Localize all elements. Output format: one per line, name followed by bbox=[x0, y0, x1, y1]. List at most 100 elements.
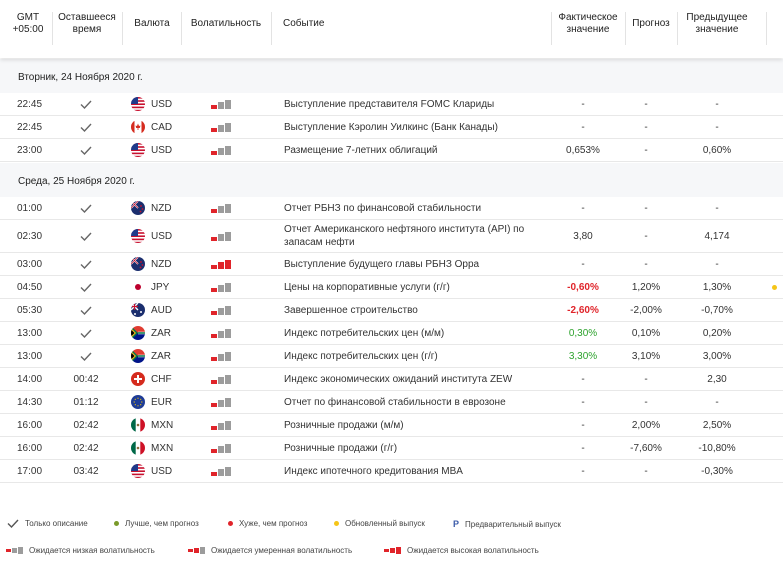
event-time: 05:30 bbox=[17, 304, 43, 316]
previous-value: - bbox=[715, 202, 719, 214]
table-row[interactable]: 03:00 NZD Выступление будущего главы РБНЗ … bbox=[0, 253, 783, 276]
forecast-value: - bbox=[644, 396, 648, 408]
volatility-bar bbox=[211, 208, 217, 213]
table-row[interactable]: 13:00 ZAR Индекс потребительских цен (м/м)… bbox=[0, 322, 783, 345]
event-name[interactable]: Отчет Американского нефтяного института … bbox=[284, 224, 525, 248]
event-time: 13:00 bbox=[17, 350, 43, 362]
day-label: Вторник, 24 Ноября 2020 г. bbox=[18, 72, 143, 83]
table-row[interactable]: 05:30 AUD Завершенное строительство -2,60% -… bbox=[0, 299, 783, 322]
volatility-icon bbox=[211, 345, 251, 367]
volatility-icon bbox=[211, 460, 251, 482]
event-name[interactable]: Розничные продажи (м/м) bbox=[284, 419, 404, 431]
volatility-icon bbox=[211, 414, 251, 436]
actual-value: - bbox=[581, 373, 585, 385]
check-icon bbox=[58, 253, 114, 275]
volatility-bars bbox=[211, 420, 231, 430]
header-remaining[interactable]: Оставшееся время bbox=[58, 11, 116, 35]
check-icon bbox=[58, 116, 114, 138]
previous-value: 2,30 bbox=[707, 373, 727, 385]
volatility-icon bbox=[211, 220, 251, 252]
volatility-bars bbox=[211, 351, 231, 361]
table-row[interactable]: 22:45 CAD Выступление Кэролин Уилкинс (Бан… bbox=[0, 116, 783, 139]
event-name[interactable]: Розничные продажи (г/г) bbox=[284, 442, 398, 454]
volatility-bar bbox=[211, 310, 217, 315]
volatility-bars bbox=[211, 231, 231, 241]
legend-label: Ожидается умеренная волатильность bbox=[211, 546, 353, 555]
header-volatility[interactable]: Волатильность bbox=[190, 17, 262, 29]
volatility-bars bbox=[211, 397, 231, 407]
table-row[interactable]: 17:00 03:42 USD Индекс ипотечного кредитова… bbox=[0, 460, 783, 483]
table-row[interactable]: 13:00 ZAR Индекс потребительских цен (г/г)… bbox=[0, 345, 783, 368]
check-icon bbox=[58, 139, 114, 161]
header-event[interactable]: Событие bbox=[283, 17, 325, 29]
event-name[interactable]: Цены на корпоративные услуги (г/г) bbox=[284, 281, 450, 293]
table-row[interactable]: 16:00 02:42 MXN Розничные продажи (м/м) - 2,0… bbox=[0, 414, 783, 437]
event-name[interactable]: Индекс ипотечного кредитования MBA bbox=[284, 465, 463, 477]
previous-value: 0,60% bbox=[702, 144, 732, 156]
forecast-value: - bbox=[644, 465, 648, 477]
header-actual[interactable]: Фактическое значение bbox=[558, 11, 618, 35]
green-dot-icon bbox=[114, 521, 119, 526]
header-forecast[interactable]: Прогноз bbox=[632, 17, 670, 29]
volatility-bar bbox=[218, 468, 224, 476]
volatility-bar bbox=[218, 101, 224, 109]
volatility-bar bbox=[211, 448, 217, 453]
volatility-bar bbox=[211, 104, 217, 109]
event-name[interactable]: Выступление представителя FOMC Клариды bbox=[284, 98, 495, 110]
volatility-bars bbox=[211, 282, 231, 292]
previous-value: - bbox=[715, 396, 719, 408]
volatility-bar bbox=[218, 399, 224, 407]
event-name[interactable]: Размещение 7-летних облигаций bbox=[284, 144, 438, 156]
volatility-bar bbox=[225, 231, 231, 241]
legend-mid-volatility: Ожидается умеренная волатильность bbox=[188, 546, 352, 555]
event-name[interactable]: Выступление будущего главы РБНЗ Орра bbox=[284, 258, 480, 270]
previous-value: - bbox=[715, 98, 719, 110]
table-row[interactable]: 14:30 01:12 EUR Отчет по финансовой стабиль… bbox=[0, 391, 783, 414]
header-divider bbox=[271, 12, 272, 45]
table-row[interactable]: 23:00 USD Размещение 7-летних облигаций 0,6… bbox=[0, 139, 783, 162]
volatility-bar bbox=[218, 376, 224, 384]
currency-code: ZAR bbox=[151, 327, 171, 339]
header-divider bbox=[766, 12, 767, 45]
table-row[interactable]: 01:00 NZD Отчет РБНЗ по финансовой стабиль… bbox=[0, 197, 783, 220]
event-name[interactable]: Индекс потребительских цен (г/г) bbox=[284, 350, 438, 362]
ca-flag-icon bbox=[130, 116, 146, 138]
event-name[interactable]: Отчет по финансовой стабильности в евроз… bbox=[284, 396, 506, 408]
event-name[interactable]: Отчет РБНЗ по финансовой стабильности bbox=[284, 202, 482, 214]
header-previous[interactable]: Предыдущее значение bbox=[686, 11, 748, 35]
event-time: 17:00 bbox=[17, 465, 43, 477]
forecast-value: - bbox=[644, 230, 648, 242]
table-row[interactable]: 02:30 USD Отчет Американского нефтяного ин… bbox=[0, 220, 783, 253]
volatility-bar bbox=[218, 445, 224, 453]
event-name[interactable]: Индекс потребительских цен (м/м) bbox=[284, 327, 445, 339]
legend-label: Ожидается высокая волатильность bbox=[407, 546, 539, 555]
table-row[interactable]: 14:00 00:42 CHF Индекс экономических ожидан… bbox=[0, 368, 783, 391]
event-time: 14:00 bbox=[17, 373, 43, 385]
red-dot-icon bbox=[228, 521, 233, 526]
flag-image bbox=[131, 395, 145, 409]
volatility-bar bbox=[225, 99, 231, 109]
table-row[interactable]: 16:00 02:42 MXN Розничные продажи (г/г) - -7,… bbox=[0, 437, 783, 460]
event-time: 03:00 bbox=[17, 258, 43, 270]
event-name[interactable]: Индекс экономических ожиданий института … bbox=[284, 373, 513, 385]
volatility-bars bbox=[211, 145, 231, 155]
header-currency[interactable]: Валюта bbox=[134, 17, 170, 29]
event-time: 01:00 bbox=[17, 202, 43, 214]
day-label: Среда, 25 Ноября 2020 г. bbox=[18, 176, 135, 187]
event-name[interactable]: Завершенное строительство bbox=[284, 304, 418, 316]
flag-image bbox=[131, 372, 145, 386]
flag-image bbox=[131, 201, 145, 215]
flag-image bbox=[131, 229, 145, 243]
table-row[interactable]: 22:45 USD Выступление представителя FOMC К… bbox=[0, 93, 783, 116]
table-row[interactable]: 04:50 JPY Цены на корпоративные услуги (г/… bbox=[0, 276, 783, 299]
event-name[interactable]: Выступление Кэролин Уилкинс (Банк Канады… bbox=[284, 121, 498, 133]
volatility-bar bbox=[225, 305, 231, 315]
header-gmt[interactable]: GMT +05:00 bbox=[12, 11, 44, 35]
check-icon bbox=[58, 276, 114, 298]
day-header: Среда, 25 Ноября 2020 г. bbox=[0, 163, 783, 197]
actual-value: - bbox=[581, 202, 585, 214]
time-remaining: 02:42 bbox=[73, 419, 99, 431]
check-icon bbox=[58, 345, 114, 367]
volatility-bars bbox=[211, 122, 231, 132]
legend-low-volatility: Ожидается низкая волатильность bbox=[6, 546, 155, 555]
